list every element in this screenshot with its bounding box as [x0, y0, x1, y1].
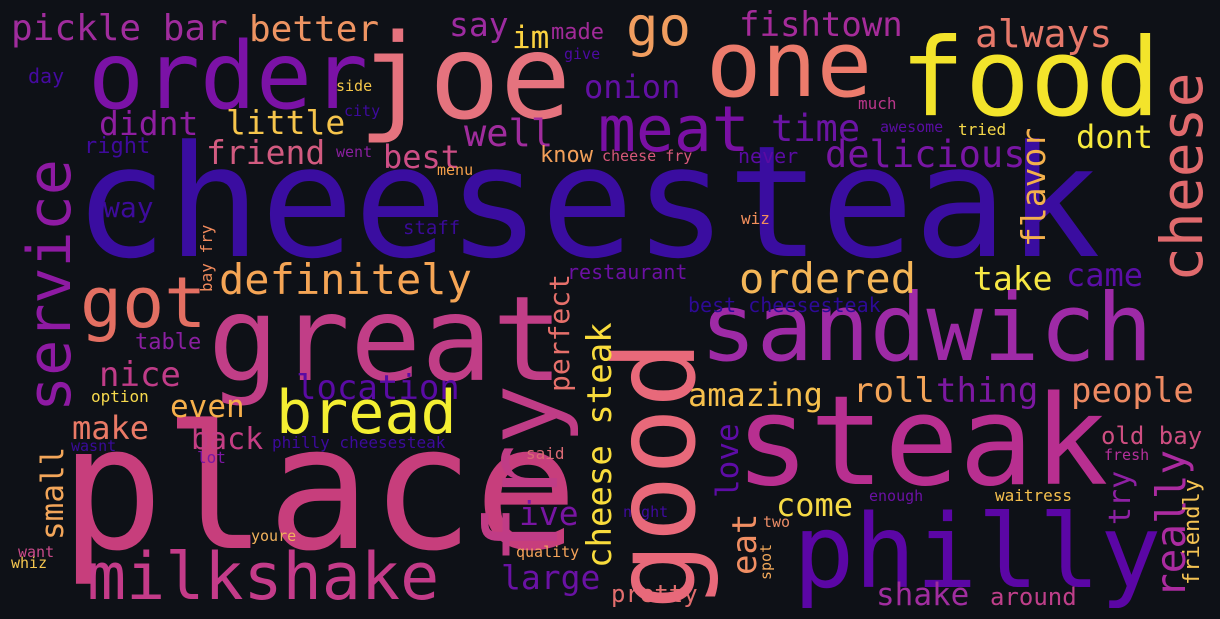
word-best-cheesesteak: best cheesesteak: [688, 293, 881, 317]
word-service: service: [15, 159, 85, 412]
word-went: went: [336, 143, 373, 161]
word-large: large: [501, 558, 601, 597]
word-bay-fry: bay fry: [197, 224, 216, 292]
word-cheesesteak: cheesesteak: [74, 112, 1101, 293]
word-great: great: [208, 270, 564, 408]
word-back: back: [191, 422, 264, 457]
word-joe: joe: [358, 8, 572, 146]
word-onion: onion: [584, 68, 681, 106]
word-fishtown: fishtown: [739, 5, 903, 45]
word-side: side: [336, 77, 373, 95]
word-made: made: [551, 20, 604, 45]
word-bread: bread: [276, 378, 457, 448]
word-even: even: [170, 389, 245, 425]
word-wiz: wiz: [741, 209, 770, 228]
word-came: came: [1066, 256, 1144, 294]
word-location: location: [296, 368, 460, 408]
word-small: small: [35, 446, 71, 540]
word-best: best: [383, 138, 461, 176]
word-give: give: [564, 45, 601, 63]
word-better: better: [249, 9, 380, 50]
word-want: want: [18, 543, 55, 561]
word-say: say: [449, 5, 509, 44]
word-lot: lot: [197, 448, 226, 467]
word-staff: staff: [403, 217, 461, 239]
word-come: come: [776, 486, 854, 524]
word-definitely: definitely: [219, 255, 472, 304]
word-philly-cheesesteak: philly cheesesteak: [272, 433, 446, 452]
word-know: know: [540, 143, 593, 168]
word-friend: friend: [206, 133, 326, 172]
word-thing: thing: [936, 371, 1039, 411]
word-cheese-steak: cheese steak: [580, 322, 620, 568]
word-flavor: flavor: [1014, 127, 1053, 247]
word-old-bay: old bay: [1101, 422, 1203, 450]
word-well: well: [464, 112, 554, 155]
word-shake: shake: [876, 577, 970, 613]
word-philly: philly: [793, 493, 1162, 612]
word-im: im: [512, 20, 550, 56]
word-menu: menu: [437, 161, 474, 179]
word-right: right: [84, 134, 151, 159]
word-cheese-fry: cheese fry: [602, 147, 693, 165]
word-city: city: [344, 102, 381, 120]
word-much: much: [858, 94, 897, 113]
word-nice: nice: [99, 355, 181, 395]
word-little: little: [226, 103, 346, 142]
word-meat: meat: [598, 93, 750, 166]
word-spot: spot: [757, 543, 775, 580]
word-said: said: [526, 444, 565, 463]
word-pretty: pretty: [611, 580, 698, 608]
word-didnt: didnt: [99, 104, 199, 143]
word-option: option: [91, 387, 149, 406]
word-tried: tried: [958, 120, 1007, 139]
word-wasnt: wasnt: [71, 437, 117, 455]
word-milkshake: milkshake: [87, 540, 440, 615]
word-sandwich: sandwich: [700, 274, 1153, 383]
word-dont: dont: [1076, 118, 1154, 156]
word-day: day: [28, 64, 65, 88]
word-food: food: [900, 16, 1161, 141]
word-way: way: [103, 191, 154, 224]
word-pickle-bar: pickle bar: [11, 8, 228, 49]
word-perfect: perfect: [543, 273, 576, 392]
word-youre: youre: [251, 527, 297, 545]
word-restaurant: restaurant: [567, 260, 688, 284]
word-ordered: ordered: [739, 254, 917, 303]
word-got: got: [80, 262, 207, 344]
word-around: around: [990, 583, 1077, 611]
word-never: never: [738, 144, 799, 168]
word-waitress: waitress: [995, 486, 1073, 505]
word-take: take: [973, 259, 1053, 298]
word-two: two: [763, 513, 791, 531]
word-fry: fry: [464, 384, 581, 565]
word-enough: enough: [869, 487, 924, 505]
word-love: love: [710, 423, 746, 498]
word-steak: steak: [735, 370, 1109, 514]
word-cheese: cheese: [1148, 72, 1216, 282]
word-night: night: [623, 503, 669, 521]
word-place: place: [60, 388, 578, 589]
word-table: table: [135, 330, 202, 355]
word-friendly: friendly: [1180, 479, 1205, 585]
word-fresh: fresh: [1104, 446, 1150, 464]
word-one: one: [706, 11, 873, 118]
word-try: try: [1103, 470, 1138, 525]
word-always: always: [975, 12, 1113, 56]
word-time: time: [771, 107, 861, 150]
word-order: order: [88, 22, 368, 130]
word-u: u: [687, 495, 697, 513]
word-delicious: delicious: [825, 133, 1026, 176]
word-whiz: whiz: [11, 554, 48, 572]
word-go: go: [626, 0, 692, 58]
word-quality: quality: [516, 543, 580, 561]
word-make: make: [72, 409, 150, 447]
word-amazing: amazing: [688, 376, 823, 414]
word-ive: ive: [519, 494, 579, 533]
word-awesome: awesome: [880, 118, 944, 136]
word-roll: roll: [853, 371, 935, 411]
word-people: people: [1071, 371, 1194, 411]
